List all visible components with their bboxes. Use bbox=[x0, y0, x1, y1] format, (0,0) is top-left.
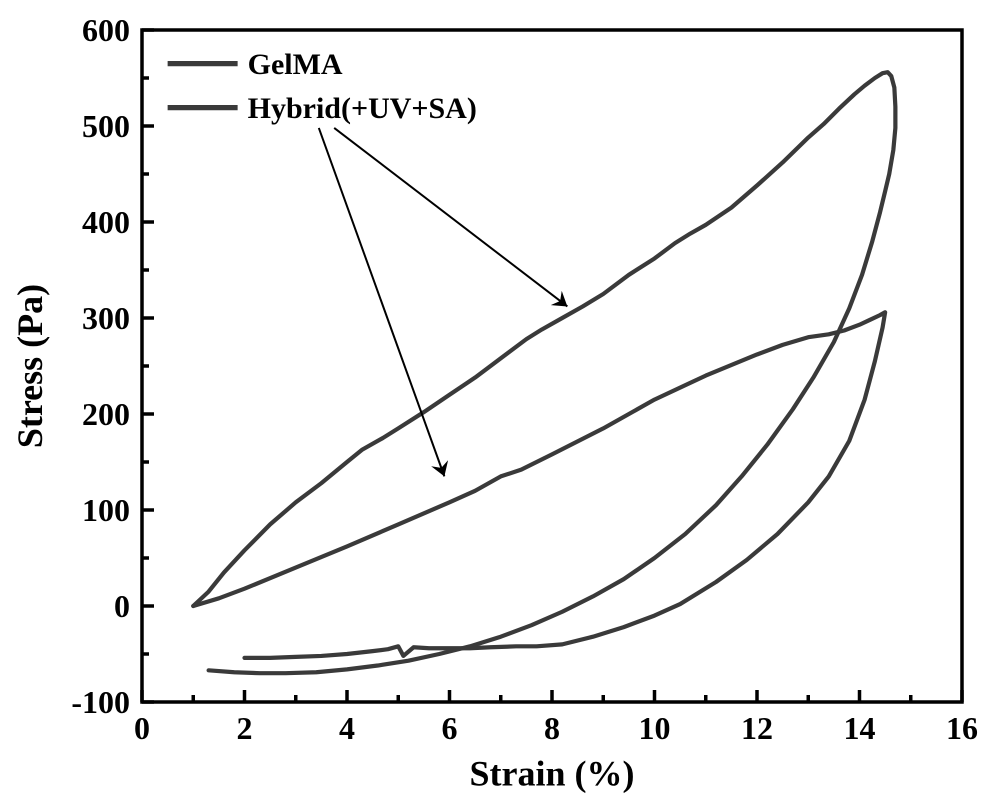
series-gelma bbox=[193, 312, 885, 658]
legend-label: Hybrid(+UV+SA) bbox=[248, 92, 477, 125]
legend: GelMA Hybrid(+UV+SA) bbox=[168, 48, 477, 125]
annotation-arrow bbox=[334, 128, 567, 307]
y-tick-label: 200 bbox=[82, 396, 130, 432]
y-axis-title: Stress (Pa) bbox=[10, 284, 50, 448]
x-axis-title: Strain (%) bbox=[470, 754, 635, 794]
x-tick-label: 12 bbox=[741, 710, 773, 746]
series-hybrid bbox=[193, 72, 895, 673]
y-tick-label: 0 bbox=[114, 588, 130, 624]
y-tick-label: 400 bbox=[82, 204, 130, 240]
x-tick-label: 6 bbox=[442, 710, 458, 746]
legend-label: GelMA bbox=[248, 48, 343, 81]
y-tick-label: 100 bbox=[82, 492, 130, 528]
stress-strain-chart: 0246810121416-1000100200300400500600Stra… bbox=[0, 0, 1000, 804]
x-axis: 0 2 4 6 8 10 12 14 16 bbox=[134, 690, 978, 746]
y-tick-label: 300 bbox=[82, 300, 130, 336]
x-tick-label: 14 bbox=[844, 710, 876, 746]
annotation-arrow bbox=[319, 128, 445, 476]
x-tick-label: 0 bbox=[134, 710, 150, 746]
x-tick-label: 2 bbox=[237, 710, 253, 746]
y-tick-label: -100 bbox=[71, 684, 130, 720]
y-tick-label: 600 bbox=[82, 12, 130, 48]
plot-frame bbox=[142, 30, 962, 702]
x-tick-label: 10 bbox=[639, 710, 671, 746]
x-tick-label: 8 bbox=[544, 710, 560, 746]
x-tick-label: 16 bbox=[946, 710, 978, 746]
y-tick-label: 500 bbox=[82, 108, 130, 144]
x-tick-label: 4 bbox=[339, 710, 355, 746]
